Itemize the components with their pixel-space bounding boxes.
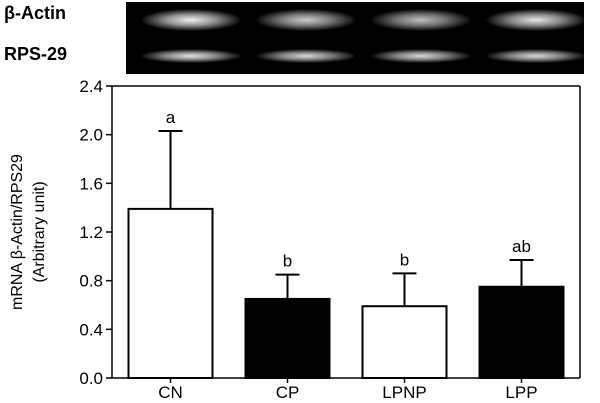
y-axis-title: mRNA β-Actin/RPS29 xyxy=(9,154,26,310)
x-tick-label: LPNP xyxy=(382,383,426,402)
x-tick-label: CP xyxy=(276,383,300,402)
y-axis-subtitle: (Arbitrary unit) xyxy=(31,181,48,282)
gel-band xyxy=(486,9,584,31)
bar-lpnp xyxy=(361,305,448,380)
gel-strip-rps29 xyxy=(126,38,584,74)
gel-label-rps29: RPS-29 xyxy=(4,44,68,64)
gel-band xyxy=(486,49,584,63)
y-tick-label: 2.4 xyxy=(79,77,103,96)
y-tick-label: 0.0 xyxy=(79,369,103,388)
gel-band xyxy=(371,49,471,63)
y-tick-label: 0.8 xyxy=(79,272,103,291)
gel-label-actin: β-Actin xyxy=(4,3,66,23)
category-labels: CN CP LPNP LPP xyxy=(158,378,538,402)
gel-band xyxy=(371,9,471,31)
y-tick-label: 0.4 xyxy=(79,320,103,339)
significance-label: b xyxy=(283,252,292,271)
y-tick-label: 2.0 xyxy=(79,126,103,145)
bar-cp xyxy=(244,297,331,379)
gel-band xyxy=(256,49,356,63)
y-tick-label: 1.6 xyxy=(79,174,103,193)
bars: ab bab xyxy=(127,108,565,380)
gel-band xyxy=(141,49,241,63)
gel-band xyxy=(141,9,241,31)
significance-label: b xyxy=(400,250,409,269)
x-tick-label: CN xyxy=(158,383,183,402)
x-tick-label: LPP xyxy=(505,383,537,402)
bar-cn xyxy=(127,207,214,379)
y-ticks: 0.0 0.4 0.8 1.2 1.6 2.0 2.4 xyxy=(79,77,112,388)
y-tick-label: 1.2 xyxy=(79,223,103,242)
significance-label: ab xyxy=(512,237,531,256)
gel-band xyxy=(256,9,356,31)
bar-lpp xyxy=(478,285,565,379)
gel-strip-actin xyxy=(126,2,584,38)
significance-label: a xyxy=(166,108,176,127)
